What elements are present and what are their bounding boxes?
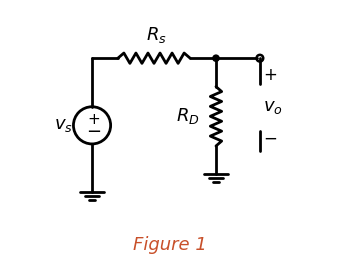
Text: +: +: [263, 66, 277, 84]
Text: Figure 1: Figure 1: [133, 236, 206, 254]
Text: $v_s$: $v_s$: [54, 116, 73, 134]
Text: $R_s$: $R_s$: [146, 25, 167, 45]
Circle shape: [213, 55, 219, 61]
Text: +: +: [87, 112, 100, 127]
Text: −: −: [86, 123, 101, 141]
Text: −: −: [263, 129, 277, 147]
Text: $R_D$: $R_D$: [176, 106, 199, 126]
Text: $v_o$: $v_o$: [263, 98, 283, 116]
